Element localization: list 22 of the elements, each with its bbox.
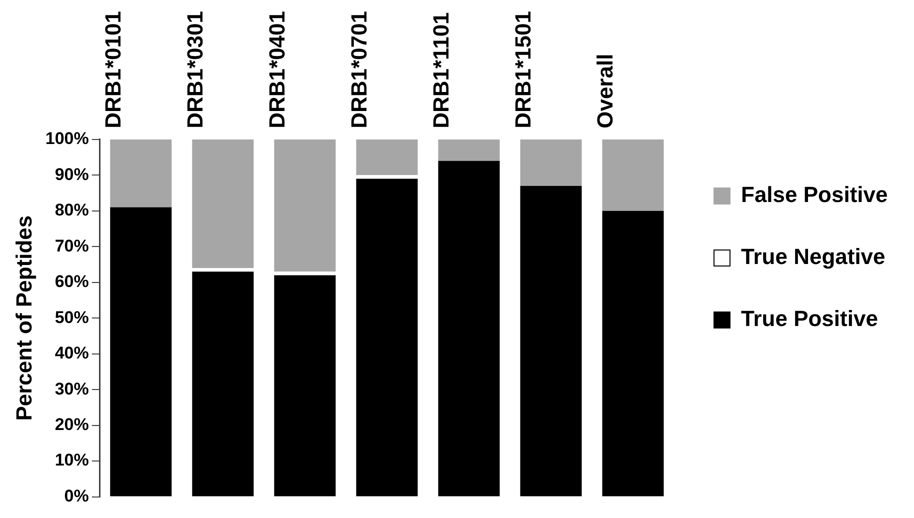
y-tick-label: 100% — [45, 129, 89, 148]
legend-label: True Negative — [741, 244, 886, 270]
y-tick-label: 20% — [54, 415, 89, 434]
x-tick-label: DRB1*0301 — [182, 10, 208, 128]
legend-label: False Positive — [741, 182, 888, 208]
y-tick-label: 50% — [54, 308, 89, 327]
legend-label: True Positive — [741, 306, 878, 332]
x-tick-label: DRB1*0401 — [264, 10, 290, 128]
y-tick-label: 60% — [54, 272, 89, 292]
y-axis-title: Percent of Peptides — [11, 215, 36, 421]
x-tick-label: DRB1*0101 — [100, 10, 126, 128]
x-tick-label: Overall — [592, 54, 618, 128]
y-tick-label: 30% — [54, 379, 89, 398]
y-tick-label: 70% — [54, 236, 89, 256]
y-tick-label: 80% — [54, 200, 89, 220]
y-tick-label: 40% — [54, 344, 89, 363]
y-tick-label: 10% — [54, 450, 89, 470]
x-tick-label: DRB1*0701 — [346, 10, 372, 128]
x-tick-label: DRB1*1501 — [510, 10, 536, 128]
y-tick-label: 0% — [64, 486, 89, 506]
x-tick-label: DRB1*1101 — [428, 12, 454, 128]
y-tick-label: 90% — [54, 164, 89, 184]
